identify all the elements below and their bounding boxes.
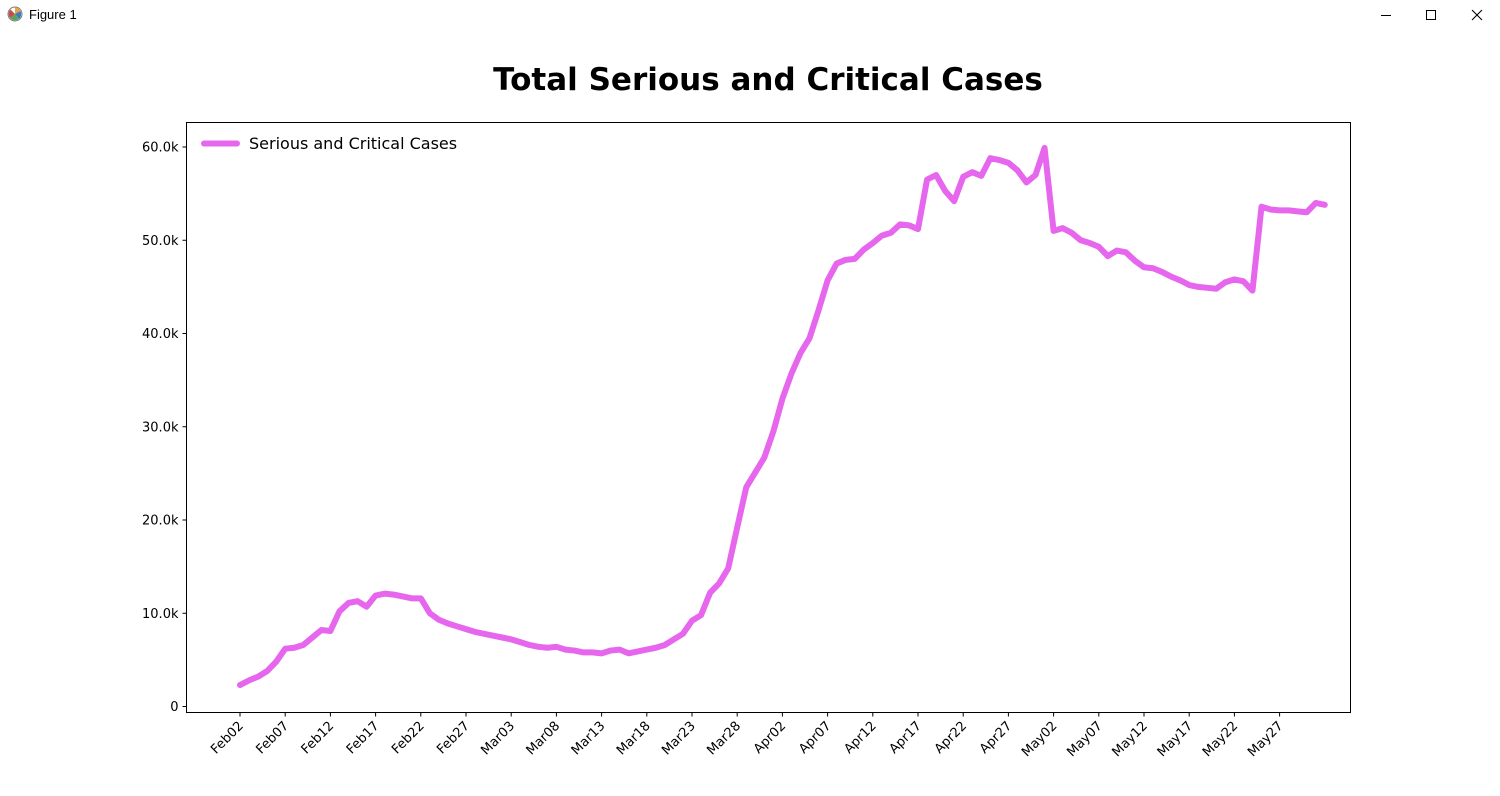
y-tick-label: 0 — [170, 700, 178, 715]
minimize-button[interactable] — [1363, 0, 1409, 30]
x-tick-label: Mar23 — [659, 719, 699, 759]
x-tick-label: May27 — [1245, 719, 1286, 760]
maximize-icon — [1426, 10, 1436, 20]
x-tick-label: Apr12 — [841, 719, 879, 757]
x-tick-label: Feb22 — [389, 719, 428, 758]
x-tick-label: Mar28 — [704, 719, 744, 759]
minimize-icon — [1381, 15, 1391, 16]
x-tick-label: May02 — [1019, 719, 1060, 760]
y-tick-label: 20.0k — [142, 514, 179, 529]
x-tick-label: Apr07 — [796, 719, 834, 757]
x-tick-label: May22 — [1200, 719, 1241, 760]
window-title: Figure 1 — [29, 7, 77, 22]
y-tick-label: 30.0k — [142, 420, 179, 435]
x-tick-label: Mar08 — [524, 719, 564, 759]
window-titlebar: Figure 1 — [0, 0, 1500, 30]
x-tick-label: Feb12 — [299, 719, 338, 758]
y-tick-label: 40.0k — [142, 327, 179, 342]
legend: Serious and Critical Cases — [201, 134, 457, 153]
plot-area-frame — [186, 122, 1351, 713]
x-tick-label: Feb17 — [344, 719, 383, 758]
x-tick-label: Feb27 — [434, 719, 473, 758]
series-line — [237, 144, 1328, 689]
x-axis: Feb02 Feb07 Feb12 Feb17 Feb22 Feb27 Mar03 Mar08… — [208, 712, 1286, 760]
x-tick-label: Feb07 — [253, 719, 292, 758]
y-axis: 0 10.0k 20.0k 30.0k 40.0k 50.0k 60.0k — [142, 141, 187, 715]
close-button[interactable] — [1454, 0, 1500, 30]
x-tick-label: Mar18 — [614, 719, 654, 759]
chart-title: Total Serious and Critical Cases — [493, 62, 1043, 98]
x-tick-label: May12 — [1110, 719, 1151, 760]
series-layer — [237, 144, 1328, 689]
x-tick-label: May07 — [1064, 719, 1105, 760]
y-tick-label: 10.0k — [142, 607, 179, 622]
maximize-button[interactable] — [1408, 0, 1454, 30]
x-tick-label: Apr17 — [887, 719, 925, 757]
x-tick-label: Apr02 — [751, 719, 789, 757]
close-icon — [1471, 9, 1483, 21]
y-tick-label: 60.0k — [142, 141, 179, 156]
y-tick-label: 50.0k — [142, 234, 179, 249]
x-tick-label: Mar03 — [478, 719, 518, 759]
legend-label: Serious and Critical Cases — [249, 134, 457, 153]
x-tick-label: May17 — [1155, 719, 1196, 760]
x-tick-label: Feb02 — [208, 719, 247, 758]
matplotlib-logo-icon — [7, 6, 23, 22]
x-tick-label: Apr27 — [977, 719, 1015, 757]
x-tick-label: Mar13 — [569, 719, 609, 759]
x-tick-label: Apr22 — [932, 719, 970, 757]
